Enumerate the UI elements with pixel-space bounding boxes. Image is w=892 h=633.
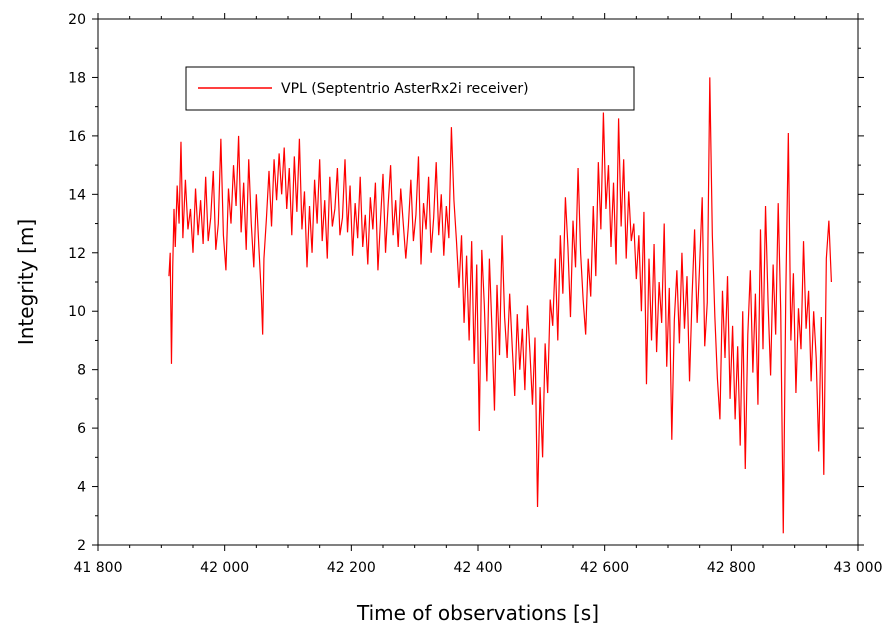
y-tick-label: 4	[77, 480, 86, 496]
plot-area	[168, 77, 832, 534]
series-line-0	[168, 77, 832, 534]
y-tick-label: 2	[77, 538, 86, 554]
x-tick-label: 42 000	[200, 560, 249, 576]
y-axis-title: Integrity [m]	[14, 219, 38, 345]
y-tick-label: 6	[77, 421, 86, 437]
y-tick-label: 20	[68, 12, 86, 28]
y-tick-label: 18	[68, 70, 86, 86]
axes: 41 800 42 000 42 200 42 400 42 600 42 800 43 0…	[14, 12, 883, 625]
x-tick-label: 43 000	[834, 560, 883, 576]
y-tick-label: 14	[68, 187, 86, 203]
x-tick-label: 42 400	[454, 560, 503, 576]
y-tick-label: 12	[68, 246, 86, 262]
x-axis-title: Time of observations [s]	[356, 601, 599, 625]
x-tick-label: 41 800	[74, 560, 123, 576]
legend: VPL (Septentrio AsterRx2i receiver)	[185, 66, 635, 111]
legend-label-0: VPL (Septentrio AsterRx2i receiver)	[281, 81, 529, 97]
x-tick-label: 42 600	[580, 560, 629, 576]
y-tick-label: 16	[68, 129, 86, 145]
x-tick-label: 42 200	[327, 560, 376, 576]
y-tick-label: 10	[68, 304, 86, 320]
y-tick-label: 8	[77, 363, 86, 379]
x-tick-label: 42 800	[707, 560, 756, 576]
